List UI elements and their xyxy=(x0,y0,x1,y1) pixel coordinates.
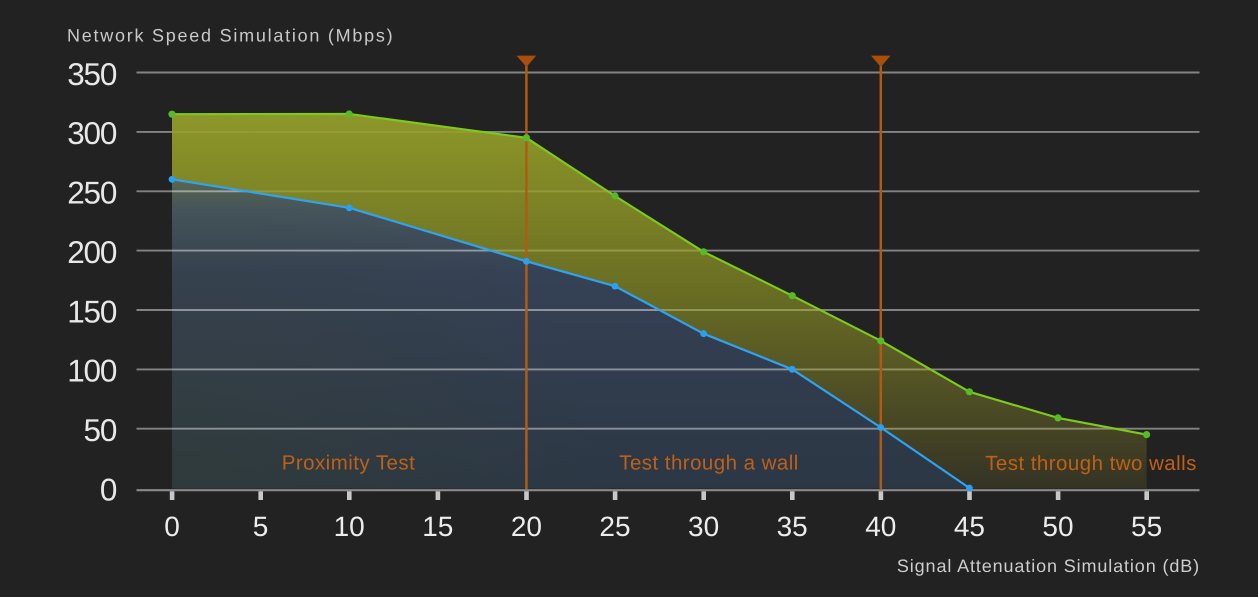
svg-text:25: 25 xyxy=(599,511,630,542)
svg-text:55: 55 xyxy=(1131,511,1162,542)
svg-text:0: 0 xyxy=(164,511,180,542)
svg-text:15: 15 xyxy=(422,511,453,542)
svg-text:20: 20 xyxy=(511,511,542,542)
svg-text:50: 50 xyxy=(84,412,117,448)
svg-text:35: 35 xyxy=(777,511,808,542)
svg-text:0: 0 xyxy=(100,471,117,507)
svg-text:Network Speed Simulation (Mbps: Network Speed Simulation (Mbps) xyxy=(67,26,394,46)
svg-text:50: 50 xyxy=(1042,511,1073,542)
svg-text:Signal Attenuation Simulation: Signal Attenuation Simulation (dB) xyxy=(897,556,1200,576)
svg-text:200: 200 xyxy=(67,234,117,270)
svg-text:350: 350 xyxy=(67,56,117,92)
svg-text:300: 300 xyxy=(67,115,117,151)
svg-text:Test through two walls: Test through two walls xyxy=(985,452,1197,475)
svg-text:100: 100 xyxy=(67,353,117,389)
svg-text:Proximity Test: Proximity Test xyxy=(282,452,416,475)
svg-text:Test through a wall: Test through a wall xyxy=(619,452,798,475)
svg-text:250: 250 xyxy=(67,175,117,211)
svg-text:45: 45 xyxy=(954,511,985,542)
svg-text:5: 5 xyxy=(253,511,269,542)
svg-text:150: 150 xyxy=(67,293,117,329)
svg-text:10: 10 xyxy=(334,511,365,542)
svg-text:30: 30 xyxy=(688,511,719,542)
svg-text:40: 40 xyxy=(865,511,896,542)
